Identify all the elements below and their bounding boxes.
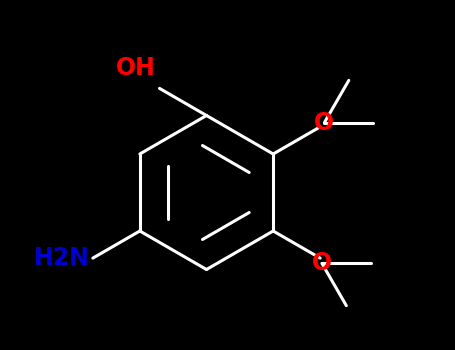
Text: OH: OH bbox=[116, 56, 156, 80]
Text: O: O bbox=[312, 251, 332, 275]
Text: H2N: H2N bbox=[34, 246, 89, 270]
Text: O: O bbox=[314, 111, 334, 135]
